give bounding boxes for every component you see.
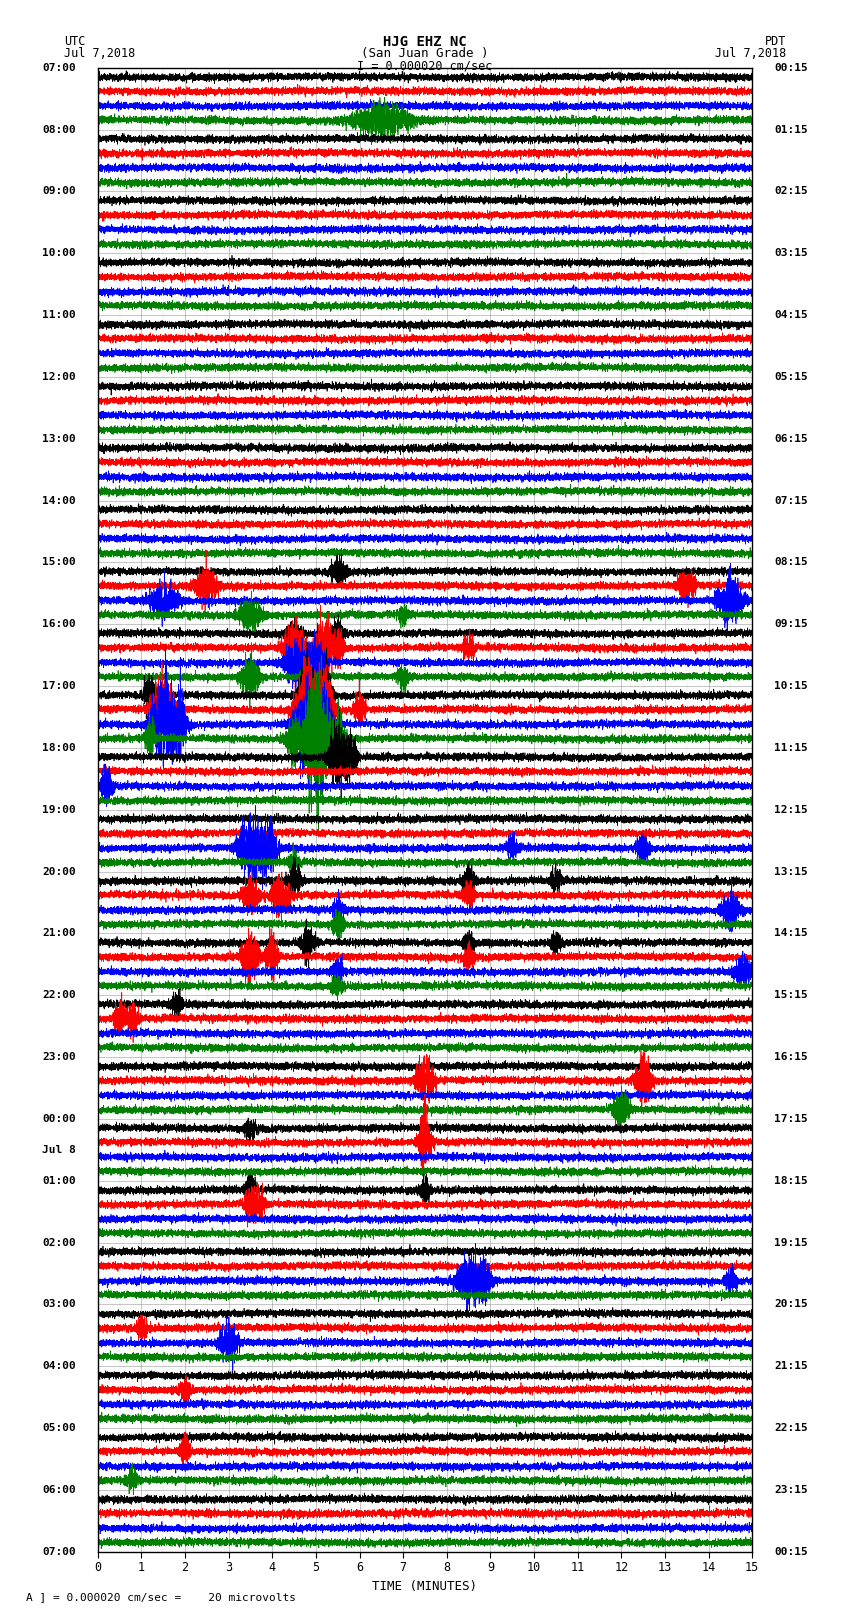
Text: 06:00: 06:00 [42, 1486, 76, 1495]
Text: Jul 8: Jul 8 [42, 1145, 76, 1155]
Text: 07:00: 07:00 [42, 63, 76, 73]
X-axis label: TIME (MINUTES): TIME (MINUTES) [372, 1581, 478, 1594]
Text: 23:15: 23:15 [774, 1486, 808, 1495]
Text: UTC: UTC [64, 35, 85, 48]
Text: 11:15: 11:15 [774, 744, 808, 753]
Text: 00:00: 00:00 [42, 1115, 76, 1124]
Text: 11:00: 11:00 [42, 310, 76, 319]
Text: 15:15: 15:15 [774, 990, 808, 1000]
Text: 20:00: 20:00 [42, 866, 76, 876]
Text: 19:15: 19:15 [774, 1237, 808, 1247]
Text: 22:00: 22:00 [42, 990, 76, 1000]
Text: A ] = 0.000020 cm/sec =    20 microvolts: A ] = 0.000020 cm/sec = 20 microvolts [26, 1592, 296, 1602]
Text: (San Juan Grade ): (San Juan Grade ) [361, 47, 489, 60]
Text: 09:00: 09:00 [42, 187, 76, 197]
Text: 06:15: 06:15 [774, 434, 808, 444]
Text: 10:15: 10:15 [774, 681, 808, 690]
Text: 19:00: 19:00 [42, 805, 76, 815]
Text: 04:15: 04:15 [774, 310, 808, 319]
Text: 23:00: 23:00 [42, 1052, 76, 1061]
Text: 22:15: 22:15 [774, 1423, 808, 1432]
Text: 05:15: 05:15 [774, 373, 808, 382]
Text: 07:15: 07:15 [774, 495, 808, 505]
Text: 07:00: 07:00 [42, 1547, 76, 1557]
Text: HJG EHZ NC: HJG EHZ NC [383, 35, 467, 50]
Text: 14:15: 14:15 [774, 929, 808, 939]
Text: 02:00: 02:00 [42, 1237, 76, 1247]
Text: Jul 7,2018: Jul 7,2018 [64, 47, 135, 60]
Text: 21:15: 21:15 [774, 1361, 808, 1371]
Text: 01:15: 01:15 [774, 124, 808, 134]
Text: 02:15: 02:15 [774, 187, 808, 197]
Text: 04:00: 04:00 [42, 1361, 76, 1371]
Text: 17:00: 17:00 [42, 681, 76, 690]
Text: 18:15: 18:15 [774, 1176, 808, 1186]
Text: PDT: PDT [765, 35, 786, 48]
Text: 16:15: 16:15 [774, 1052, 808, 1061]
Text: I = 0.000020 cm/sec: I = 0.000020 cm/sec [357, 60, 493, 73]
Text: 17:15: 17:15 [774, 1115, 808, 1124]
Text: Jul 7,2018: Jul 7,2018 [715, 47, 786, 60]
Text: 05:00: 05:00 [42, 1423, 76, 1432]
Text: 12:00: 12:00 [42, 373, 76, 382]
Text: 00:15: 00:15 [774, 1547, 808, 1557]
Text: 18:00: 18:00 [42, 744, 76, 753]
Text: 16:00: 16:00 [42, 619, 76, 629]
Text: 08:00: 08:00 [42, 124, 76, 134]
Text: 03:15: 03:15 [774, 248, 808, 258]
Text: 13:00: 13:00 [42, 434, 76, 444]
Text: 20:15: 20:15 [774, 1300, 808, 1310]
Text: 09:15: 09:15 [774, 619, 808, 629]
Text: 03:00: 03:00 [42, 1300, 76, 1310]
Text: 13:15: 13:15 [774, 866, 808, 876]
Text: 01:00: 01:00 [42, 1176, 76, 1186]
Text: 10:00: 10:00 [42, 248, 76, 258]
Text: 15:00: 15:00 [42, 558, 76, 568]
Text: 14:00: 14:00 [42, 495, 76, 505]
Text: 21:00: 21:00 [42, 929, 76, 939]
Text: 12:15: 12:15 [774, 805, 808, 815]
Text: 00:15: 00:15 [774, 63, 808, 73]
Text: 08:15: 08:15 [774, 558, 808, 568]
